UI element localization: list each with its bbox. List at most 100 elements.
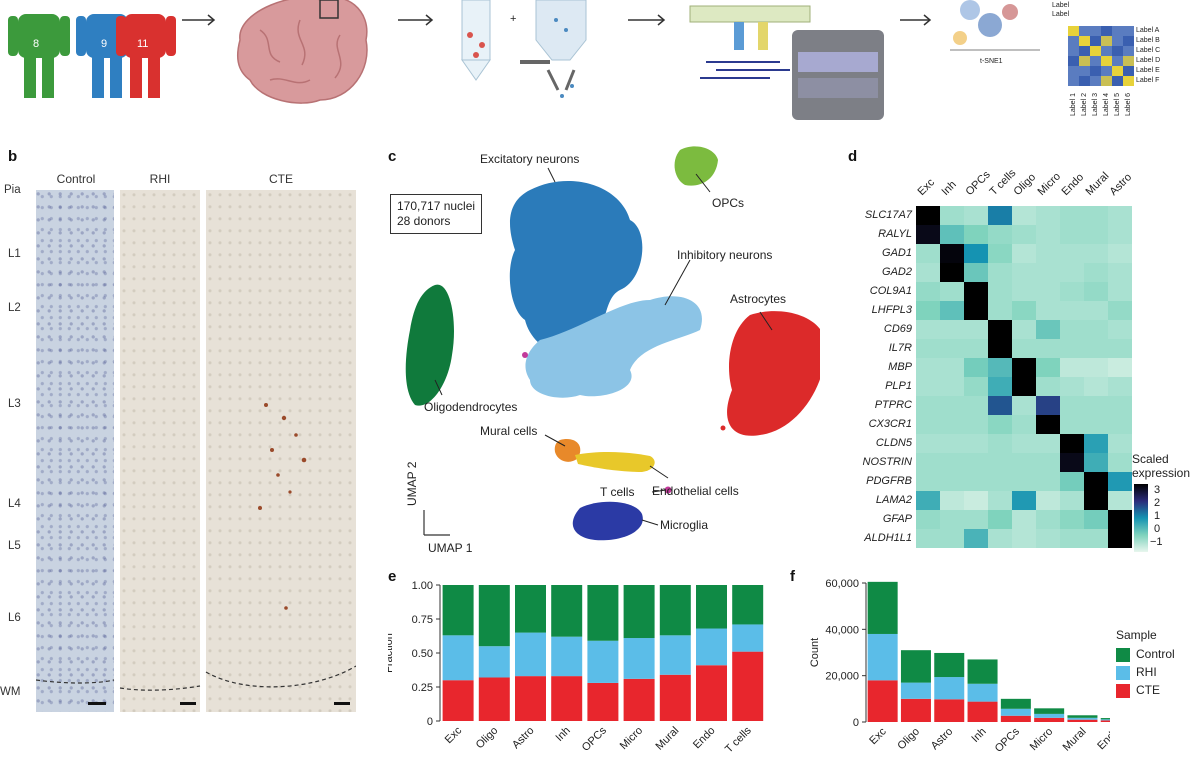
legend-title-sample: Sample	[1116, 628, 1157, 642]
heatmap-colorbar	[1134, 484, 1148, 552]
count-chart: 0 20,000 40,000 60,000 Count Exc Oligo Astro Inh…	[809, 578, 1110, 755]
thumb-heatmap-cell	[1068, 66, 1079, 76]
heatmap-cell	[1108, 491, 1132, 510]
heatmap-cell	[916, 453, 940, 472]
thumb-heatmap-cell	[1090, 76, 1101, 86]
sorter-icon	[520, 0, 587, 98]
heatmap-cell	[1060, 453, 1084, 472]
layer-label-l1: L1	[8, 248, 21, 260]
y-axis-label: Fraction	[388, 633, 395, 673]
bar-control	[867, 581, 898, 634]
scale-bar-rhi	[180, 702, 196, 705]
heatmap-cell	[916, 434, 940, 453]
bar-control	[587, 585, 619, 641]
bar-control	[1067, 715, 1098, 718]
bar-cte	[551, 676, 583, 721]
heatmap-cell	[1084, 396, 1108, 415]
heatmap-cell	[964, 415, 988, 434]
bar-rhi	[696, 628, 727, 666]
heatmap-cell	[940, 510, 964, 529]
bar-rhi	[587, 640, 619, 683]
x-tick-label: Micro	[1028, 726, 1055, 753]
heatmap-cell	[1036, 320, 1060, 339]
heatmap-cell	[1108, 244, 1132, 263]
thumb-heatmap-cell	[1068, 46, 1079, 56]
y-tick-label: 0	[427, 716, 433, 728]
y-tick-label: 0.50	[412, 648, 433, 660]
y-tick-label: 0	[853, 717, 859, 729]
heatmap-cell	[988, 415, 1012, 434]
thumb-heatmap-cell	[1079, 56, 1090, 66]
heatmap-cell	[1084, 225, 1108, 244]
bar-control	[1100, 718, 1110, 720]
cluster-mural-cells	[554, 439, 581, 462]
heatmap-cell	[964, 377, 988, 396]
heatmap-cell	[964, 472, 988, 491]
label-mural-cells: Mural cells	[480, 424, 538, 438]
scale-bar-cte	[334, 702, 350, 705]
y-tick-label: 40,000	[825, 624, 859, 636]
bar-rhi	[900, 682, 931, 699]
thumb-row-label: Label E	[1136, 67, 1160, 74]
heatmap-cell	[1060, 358, 1084, 377]
heatmap-cell	[1012, 301, 1036, 320]
gene-label: COL9A1	[869, 285, 912, 297]
thumb-heatmap-cell	[1101, 26, 1112, 36]
bar-cte	[1000, 715, 1031, 722]
x-tick-label: Micro	[618, 725, 645, 752]
column-label-cte: CTE	[269, 172, 293, 186]
heatmap-cell	[940, 377, 964, 396]
gene-label: GAD1	[882, 247, 912, 259]
svg-text:+: +	[510, 13, 516, 25]
heatmap-cell	[1036, 263, 1060, 282]
gene-label: CX3CR1	[868, 418, 912, 430]
heatmap-cell	[1012, 339, 1036, 358]
heatmap-cell	[1108, 529, 1132, 548]
thumb-heatmap-cell	[1079, 66, 1090, 76]
gene-label: MBP	[888, 361, 912, 373]
heatmap-column-label: Mural	[1083, 170, 1112, 198]
cluster-speckle-astro	[720, 425, 726, 431]
heatmap-cell	[1012, 282, 1036, 301]
heatmap-cell	[1108, 377, 1132, 396]
bar-control	[900, 650, 931, 683]
bar-cte	[900, 698, 931, 722]
bar-cte	[515, 676, 546, 721]
thumb-heatmap-cell	[1090, 46, 1101, 56]
heatmap-cell	[1084, 301, 1108, 320]
bar-control	[696, 585, 727, 629]
x-tick-label: Astro	[929, 726, 956, 753]
heatmap-cell	[1084, 320, 1108, 339]
gene-label: LAMA2	[875, 494, 912, 506]
sequencer-icon	[792, 30, 884, 120]
legend-title-line1: Scaled	[1132, 452, 1169, 466]
label-microglia: Microglia	[660, 518, 709, 532]
heatmap-cell	[1036, 206, 1060, 225]
bar-cte	[659, 674, 691, 721]
heatmap-cell	[988, 206, 1012, 225]
thumb-row-label: Label D	[1136, 57, 1161, 64]
bar-control	[515, 585, 546, 633]
thumb-heatmap-cell	[1112, 46, 1123, 56]
heatmap-cell	[940, 244, 964, 263]
x-tick-label: OPCs	[580, 724, 610, 754]
bar-rhi	[732, 624, 764, 652]
heatmap-cell	[964, 263, 988, 282]
heatmap-cell	[1012, 415, 1036, 434]
thumb-heatmap-cell	[1123, 76, 1134, 86]
colorbar-tick-1: 1	[1154, 510, 1161, 522]
heatmap-cell	[1036, 415, 1060, 434]
white-matter-boundary	[36, 665, 356, 691]
label-oligodendrocytes: Oligodendrocytes	[424, 400, 518, 414]
heatmap-cell	[988, 225, 1012, 244]
layer-label-pia: Pia	[4, 184, 21, 196]
donor-figure-cte	[116, 14, 176, 98]
gene-label: IL7R	[888, 342, 912, 354]
heatmap-cell	[988, 377, 1012, 396]
layer-label-l5: L5	[8, 540, 21, 552]
x-tick-label: Inh	[554, 725, 573, 744]
heatmap-cell	[988, 491, 1012, 510]
bar-cte	[732, 651, 764, 721]
heatmap-cell	[1108, 358, 1132, 377]
gene-label: LHFPL3	[871, 304, 912, 316]
